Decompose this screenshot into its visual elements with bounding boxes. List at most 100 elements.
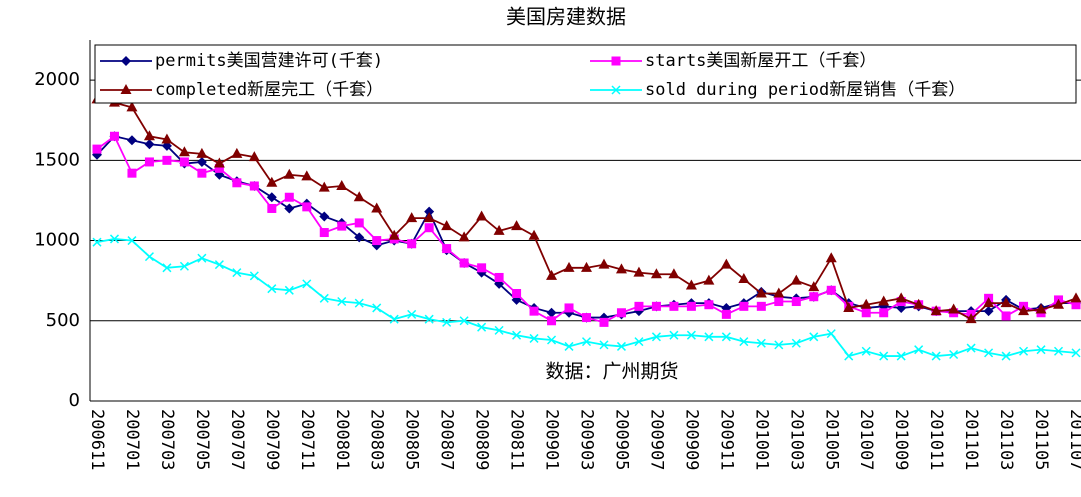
x-tick-label: 200705 [192, 409, 212, 470]
marker [791, 297, 801, 307]
marker [197, 168, 207, 178]
x-tick-label: 200905 [611, 409, 631, 470]
marker [721, 332, 731, 342]
marker [650, 268, 662, 279]
marker [179, 157, 189, 167]
marker [1071, 300, 1081, 310]
marker [669, 301, 679, 311]
marker [984, 348, 994, 358]
annotation: 数据：广州期货 [545, 361, 678, 383]
marker [196, 147, 208, 158]
marker [1035, 303, 1047, 314]
x-tick-label: 200803 [367, 409, 387, 470]
marker [424, 314, 434, 324]
series-line [96, 238, 1077, 358]
legend-label: permits美国营建许可(千套) [155, 51, 383, 71]
x-tick-label: 201003 [786, 409, 806, 470]
marker [494, 325, 504, 335]
marker [1071, 348, 1081, 358]
marker [634, 337, 644, 347]
marker [896, 351, 906, 361]
marker [704, 332, 714, 342]
x-tick-label: 200611 [87, 409, 107, 470]
marker [442, 244, 452, 254]
marker [267, 203, 277, 213]
x-tick-label: 200707 [227, 409, 247, 470]
marker [179, 261, 189, 271]
marker [582, 313, 591, 323]
x-tick-label: 200801 [332, 409, 352, 470]
marker [92, 144, 102, 154]
marker [284, 285, 294, 295]
marker [441, 220, 453, 231]
marker [197, 253, 207, 263]
x-tick-label: 200807 [437, 409, 457, 470]
x-tick-label: 201011 [926, 409, 946, 470]
x-tick-label: 200903 [577, 409, 597, 470]
marker [512, 289, 522, 299]
x-tick-label: 201007 [856, 409, 876, 470]
x-tick-label: 200901 [542, 409, 562, 470]
marker [949, 349, 959, 360]
marker [1036, 345, 1046, 355]
marker [214, 260, 224, 270]
marker [879, 308, 889, 318]
marker [651, 332, 661, 342]
marker [651, 301, 661, 311]
marker [231, 147, 243, 158]
marker [1018, 305, 1030, 316]
marker [720, 258, 732, 269]
marker [407, 239, 417, 249]
marker [774, 340, 784, 350]
marker [599, 317, 609, 327]
marker [895, 292, 907, 303]
marker [546, 307, 557, 318]
marker [267, 284, 277, 294]
y-tick-label: 500 [46, 310, 80, 331]
marker [686, 301, 696, 311]
marker [406, 212, 418, 223]
marker [196, 156, 207, 167]
marker [564, 341, 574, 351]
marker [121, 56, 131, 66]
marker [493, 224, 505, 235]
marker [511, 220, 523, 231]
x-tick-label: 200711 [297, 409, 317, 470]
marker [143, 130, 155, 141]
x-tick-label: 200709 [262, 409, 282, 470]
marker [826, 285, 836, 295]
x-tick-label: 200907 [646, 409, 666, 470]
marker [459, 316, 469, 326]
marker [423, 212, 435, 223]
x-tick-label: 201005 [821, 409, 841, 470]
marker [354, 218, 364, 228]
marker [598, 258, 610, 269]
marker [547, 335, 557, 345]
legend-label: starts美国新屋开工（千套） [645, 51, 876, 71]
marker [319, 293, 329, 303]
marker [476, 210, 488, 221]
marker [914, 345, 924, 355]
marker [337, 221, 347, 231]
marker [581, 261, 592, 272]
marker [371, 202, 383, 213]
legend-label: completed新屋完工（千套） [155, 80, 383, 100]
marker [685, 279, 697, 290]
series-line [96, 134, 1077, 324]
marker [372, 303, 382, 313]
marker [1001, 311, 1011, 321]
marker [477, 322, 487, 332]
marker [861, 346, 871, 356]
y-tick-label: 1000 [34, 230, 80, 251]
marker [1001, 351, 1011, 361]
marker [178, 146, 190, 157]
marker [966, 343, 976, 353]
x-tick-label: 201105 [1031, 409, 1051, 470]
marker [319, 211, 330, 222]
series-line [96, 98, 1077, 321]
marker [494, 272, 504, 282]
marker [599, 340, 609, 350]
marker [354, 232, 365, 243]
marker [284, 203, 295, 214]
